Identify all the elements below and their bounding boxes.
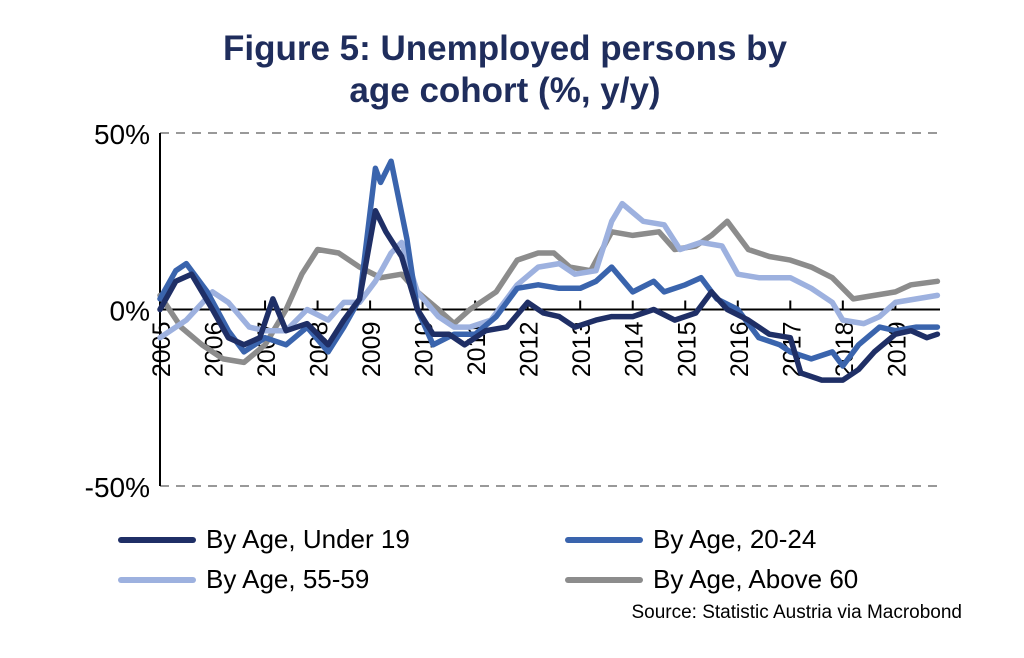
- series-line-by-age-55-59: [157, 200, 941, 341]
- legend-swatch: [565, 576, 643, 583]
- legend-swatch: [118, 536, 196, 543]
- legend-item-under-19: By Age, Under 19: [118, 524, 410, 555]
- legend-label: By Age, 20-24: [653, 524, 817, 554]
- source-note: Source: Statistic Austria via Macrobond: [631, 602, 962, 623]
- legend-item-above-60: By Age, Above 60: [565, 564, 858, 595]
- x-tick-label: 2013: [568, 322, 596, 378]
- legend-item-20-24: By Age, 20-24: [565, 524, 816, 555]
- legend-label: By Age, Under 19: [206, 524, 410, 554]
- y-tick-label: 0%: [110, 296, 150, 327]
- series-line-by-age-above-60: [157, 218, 941, 366]
- chart-title-line-2: age cohort (%, y/y): [349, 71, 661, 110]
- legend-item-55-59: By Age, 55-59: [118, 564, 369, 595]
- series-line-by-age-20-24: [157, 158, 941, 369]
- x-tick-label: 2014: [621, 321, 649, 377]
- y-tick-label: -50%: [85, 472, 150, 503]
- legend-label: By Age, Above 60: [653, 564, 859, 594]
- chart-title: Figure 5: Unemployed persons by age coho…: [0, 28, 1010, 112]
- x-tick-label: 2015: [673, 322, 701, 378]
- legend-label: By Age, 55-59: [206, 564, 370, 594]
- legend-swatch: [118, 576, 196, 583]
- x-tick-label: 2009: [358, 322, 386, 378]
- x-tick-label: 2016: [726, 322, 754, 378]
- series-line-by-age-under-19: [157, 207, 941, 383]
- x-tick-label: 2012: [516, 322, 544, 378]
- legend-swatch: [565, 536, 643, 543]
- chart-title-line-1: Figure 5: Unemployed persons by: [223, 29, 787, 68]
- y-tick-label: 50%: [94, 119, 150, 150]
